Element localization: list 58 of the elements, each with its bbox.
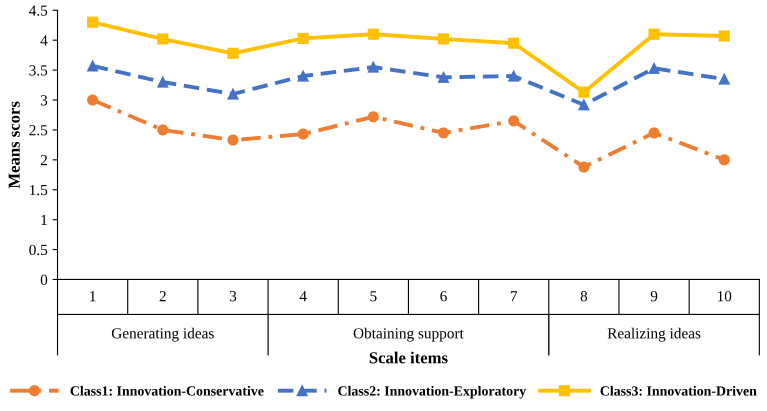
x-tick-label: 3: [230, 291, 236, 302]
x-tick-label: 1: [90, 291, 96, 302]
point: [157, 33, 168, 45]
point: [508, 115, 520, 127]
point: [438, 33, 450, 45]
point: [438, 127, 450, 138]
y-tick-label: 0.5: [29, 244, 48, 256]
y-axis-title: Means scors: [8, 102, 20, 188]
point: [508, 38, 520, 49]
legend-label: Class1: Innovation-Conservative: [70, 386, 264, 396]
y-tick-label: 4.5: [29, 6, 48, 16]
y-tick-label: 1.5: [30, 184, 48, 196]
point: [368, 111, 379, 122]
point: [157, 76, 168, 88]
y-tick-label: 4: [40, 35, 48, 46]
point: [578, 161, 590, 173]
x-tick-label: 7: [510, 291, 518, 302]
x-tick-label: 4: [300, 291, 307, 302]
point: [227, 88, 239, 100]
point: [648, 127, 660, 138]
point: [578, 86, 590, 98]
point: [718, 30, 730, 42]
text: Obtaining support: [354, 328, 464, 342]
text: Realizing ideas: [608, 328, 700, 342]
x-tick-label: 9: [650, 291, 658, 302]
y-tick-label: 3.5: [29, 65, 48, 76]
point: [438, 72, 450, 83]
point: [298, 70, 309, 82]
x-tick-label: 5: [370, 291, 377, 302]
point: [227, 48, 239, 59]
x-tick-label: 2: [160, 291, 166, 302]
y-tick-label: 1: [42, 214, 47, 225]
y-tick-label: 3: [40, 95, 48, 106]
point: [578, 99, 590, 110]
point: [648, 28, 660, 40]
point: [227, 134, 239, 146]
text: Generating ideas: [112, 328, 214, 342]
y-tick-label: 2.5: [29, 125, 48, 136]
point: [298, 32, 309, 44]
x-tick-label: 8: [580, 291, 588, 302]
point: [298, 128, 309, 140]
x-tick-label: 10: [718, 291, 732, 302]
point: [368, 62, 379, 73]
point: [718, 154, 730, 166]
point: [368, 28, 379, 40]
y-tick-label: 2: [40, 155, 47, 166]
point: [87, 16, 98, 28]
point: [87, 60, 98, 72]
legend-label: Class2: Innovation-Exploratory: [338, 386, 526, 398]
y-tick-label: 0: [40, 274, 48, 285]
x-axis-title: Scale items: [370, 352, 448, 364]
legend-label: Class3: Innovation-Driven: [600, 386, 757, 396]
point: [508, 70, 520, 82]
point: [648, 62, 660, 74]
point: [718, 74, 730, 85]
point: [157, 124, 168, 136]
x-tick-label: 6: [440, 291, 447, 302]
point: [87, 94, 98, 106]
